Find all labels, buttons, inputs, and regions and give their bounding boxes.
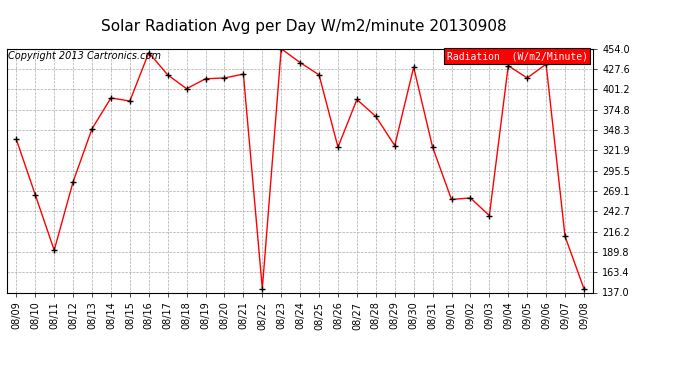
Text: Copyright 2013 Cartronics.com: Copyright 2013 Cartronics.com [8, 51, 161, 61]
Text: Solar Radiation Avg per Day W/m2/minute 20130908: Solar Radiation Avg per Day W/m2/minute … [101, 19, 506, 34]
Text: Radiation  (W/m2/Minute): Radiation (W/m2/Minute) [446, 51, 587, 61]
